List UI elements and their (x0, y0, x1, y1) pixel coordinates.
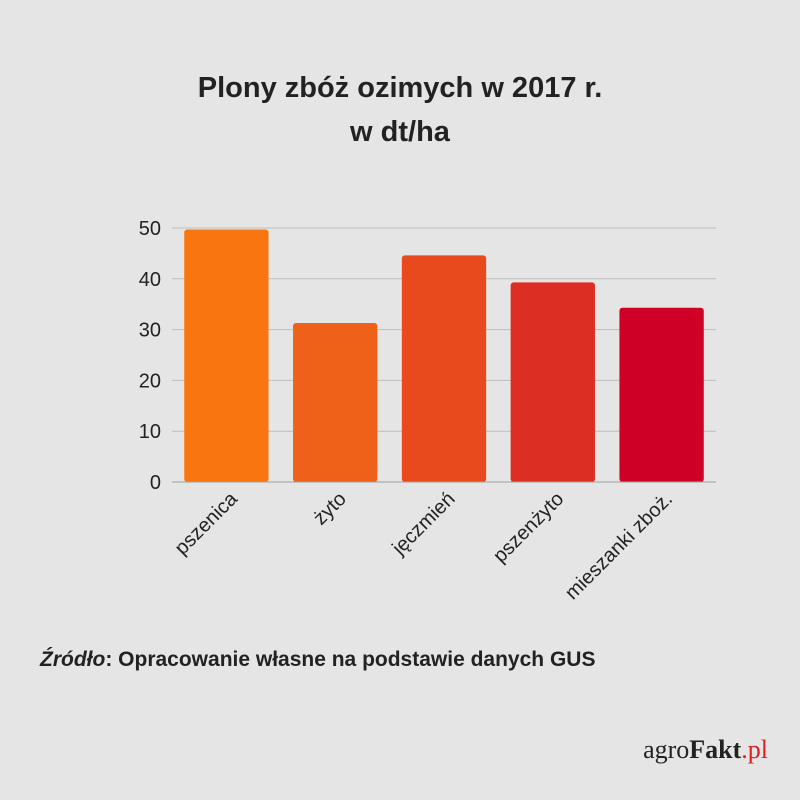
agrofakt-logo: agroFakt.pl (643, 735, 768, 765)
source-text: : Opracowanie własne na podstawie danych… (105, 648, 596, 671)
chart-title: Plony zbóż ozimych w 2017 r. w dt/ha (0, 66, 800, 154)
bar-1 (184, 229, 269, 482)
y-tick-label: 50 (139, 218, 161, 240)
logo-part-fakt: Fakt (689, 735, 742, 764)
logo-part-agro: agro (643, 735, 690, 764)
y-tick-label: 0 (150, 472, 161, 494)
bar-chart: 0 10 20 30 40 50 pszenica żyto jęczmień pszenżyto… (139, 218, 716, 604)
logo-part-pl: .pl (741, 735, 768, 764)
bar-4 (510, 282, 595, 482)
x-tick-label: żyto (309, 488, 350, 529)
bar-2 (293, 322, 378, 482)
y-tick-label: 20 (139, 370, 161, 392)
y-tick-label: 30 (139, 320, 161, 342)
chart-title-line-2: w dt/ha (350, 116, 450, 148)
x-tick-label: mieszanki zboż. (561, 488, 677, 604)
x-tick-label: pszenżyto (489, 488, 568, 567)
chart-title-line-1: Plony zbóż ozimych w 2017 r. (197, 72, 603, 104)
y-tick-label: 10 (139, 421, 161, 443)
bar-5 (619, 307, 704, 482)
bar-3 (401, 255, 487, 482)
source-note: Źródło: Opracowanie własne na podstawie … (40, 648, 595, 672)
source-label: Źródło (40, 648, 106, 671)
x-tick-label: pszenica (171, 487, 243, 559)
x-tick-label: jęczmień (387, 488, 459, 560)
y-tick-label: 40 (139, 269, 161, 291)
